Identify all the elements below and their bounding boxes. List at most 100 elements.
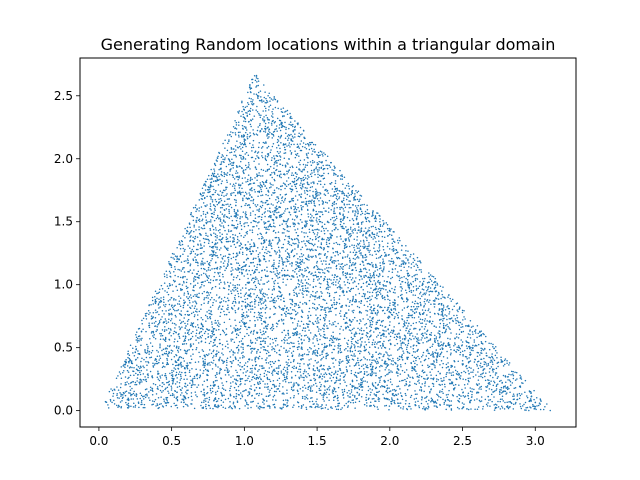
scatter-point: [484, 379, 487, 382]
scatter-point: [311, 400, 314, 403]
scatter-point: [385, 367, 387, 369]
scatter-point: [266, 99, 268, 102]
scatter-point: [352, 359, 355, 361]
scatter-point: [369, 273, 371, 275]
scatter-point: [352, 402, 355, 404]
scatter-point: [249, 250, 251, 253]
scatter-point: [195, 394, 197, 396]
scatter-point: [437, 344, 440, 346]
scatter-point: [224, 389, 227, 392]
scatter-point: [309, 161, 312, 163]
scatter-point: [165, 329, 168, 331]
scatter-point: [270, 225, 273, 228]
scatter-point: [276, 187, 278, 189]
scatter-point: [389, 302, 391, 304]
scatter-point: [339, 212, 341, 214]
scatter-point: [281, 331, 283, 334]
scatter-point: [241, 305, 243, 307]
scatter-point: [371, 231, 373, 234]
scatter-point: [271, 346, 273, 348]
scatter-point: [272, 204, 274, 206]
scatter-point: [231, 302, 234, 304]
scatter-point: [291, 199, 293, 201]
scatter-point: [314, 205, 316, 207]
scatter-point: [397, 256, 400, 259]
scatter-point: [441, 388, 444, 391]
scatter-point: [232, 279, 235, 281]
scatter-point: [388, 390, 391, 393]
scatter-point: [262, 283, 264, 285]
scatter-point: [339, 378, 341, 380]
scatter-point: [319, 286, 322, 289]
scatter-point: [300, 140, 303, 142]
scatter-point: [285, 180, 288, 182]
scatter-point: [215, 336, 217, 339]
scatter-point: [332, 341, 335, 343]
scatter-point: [358, 400, 361, 403]
scatter-point: [331, 389, 334, 391]
scatter-point: [401, 245, 403, 247]
scatter-point: [338, 368, 341, 370]
scatter-point: [402, 260, 405, 262]
scatter-point: [188, 371, 191, 374]
scatter-point: [204, 330, 207, 333]
scatter-point: [258, 142, 260, 144]
scatter-point: [288, 123, 290, 126]
scatter-point: [478, 399, 481, 402]
scatter-point: [203, 302, 205, 305]
scatter-point: [167, 352, 170, 355]
scatter-point: [356, 257, 358, 259]
scatter-point: [291, 309, 294, 311]
scatter-point: [304, 187, 307, 189]
scatter-point: [419, 301, 422, 304]
scatter-point: [453, 314, 455, 317]
scatter-point: [260, 99, 263, 101]
scatter-point: [481, 352, 483, 354]
scatter-point: [287, 137, 290, 139]
scatter-point: [487, 362, 490, 365]
scatter-point: [302, 254, 305, 256]
scatter-point: [142, 398, 145, 400]
scatter-point: [371, 211, 374, 214]
scatter-point: [356, 239, 358, 241]
scatter-point: [255, 356, 257, 358]
scatter-point: [429, 287, 432, 289]
scatter-point: [238, 271, 241, 274]
scatter-point: [316, 297, 318, 299]
scatter-point: [486, 386, 488, 389]
scatter-point: [304, 327, 307, 329]
scatter-point: [111, 401, 113, 404]
scatter-point: [144, 312, 147, 315]
scatter-point: [462, 319, 464, 321]
scatter-point: [129, 392, 131, 394]
scatter-point: [297, 282, 299, 285]
scatter-point: [271, 374, 274, 376]
scatter-point: [311, 272, 313, 274]
scatter-point: [329, 183, 332, 185]
scatter-point: [263, 346, 266, 348]
scatter-point: [344, 244, 346, 247]
scatter-point: [230, 292, 233, 295]
scatter-point: [285, 132, 287, 135]
scatter-point: [268, 355, 270, 357]
scatter-point: [371, 321, 374, 323]
scatter-point: [152, 362, 154, 365]
scatter-point: [376, 309, 379, 312]
scatter-point: [262, 237, 264, 239]
scatter-point: [129, 344, 132, 346]
scatter-point: [469, 319, 472, 322]
scatter-point: [282, 125, 284, 127]
scatter-point: [186, 320, 189, 322]
scatter-point: [495, 385, 498, 387]
scatter-point: [359, 245, 362, 248]
scatter-point: [202, 372, 204, 374]
scatter-point: [488, 388, 491, 390]
scatter-point: [345, 347, 347, 350]
scatter-point: [366, 374, 368, 377]
scatter-point: [249, 206, 251, 209]
scatter-point: [327, 164, 329, 166]
scatter-point: [333, 301, 335, 304]
scatter-point: [287, 218, 290, 220]
scatter-point: [392, 291, 395, 294]
scatter-point: [211, 246, 214, 248]
